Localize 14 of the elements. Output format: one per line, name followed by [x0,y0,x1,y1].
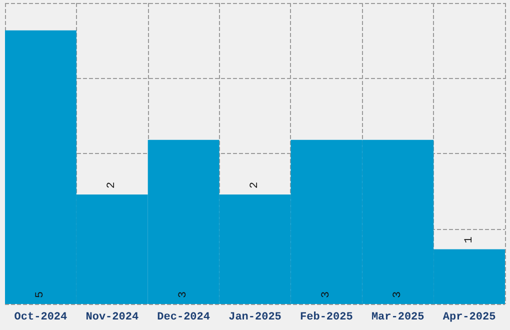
data-label: 1 [463,236,476,244]
data-label: 2 [106,182,118,189]
x-tick-label: Mar-2025 [371,312,425,324]
x-tick-label: Nov-2024 [86,312,139,324]
x-tick-label: Dec-2024 [157,312,210,324]
data-label: 5 [34,291,47,298]
x-tick-label: Oct-2024 [14,312,68,324]
data-label: 3 [392,291,404,298]
x-tick-label: Feb-2025 [300,312,354,324]
data-label: 3 [320,291,332,298]
x-tick-label: Jan-2025 [228,312,282,324]
data-label: 3 [178,291,190,298]
x-tick-label: Apr-2025 [442,312,496,324]
data-label: 2 [249,182,261,189]
